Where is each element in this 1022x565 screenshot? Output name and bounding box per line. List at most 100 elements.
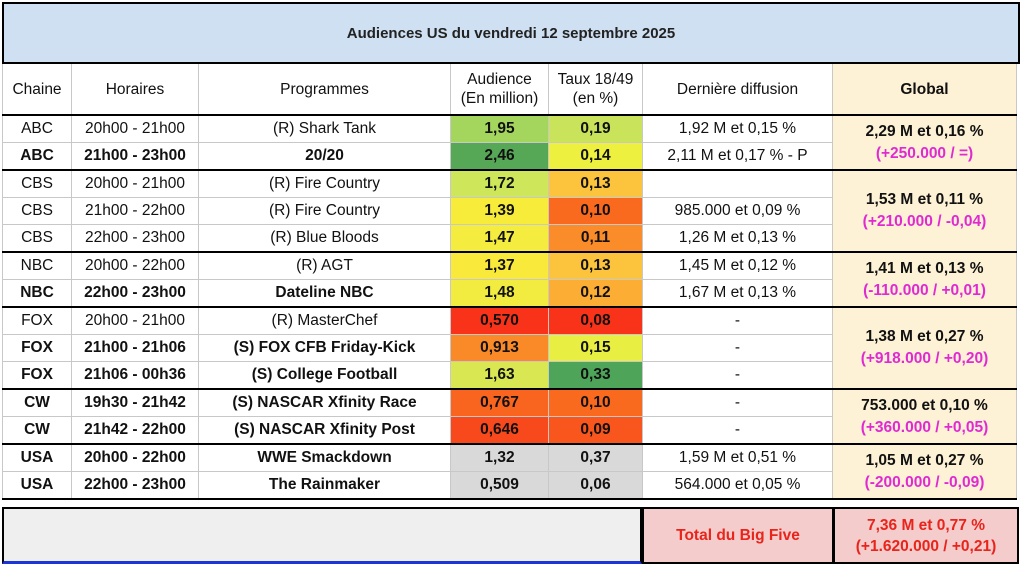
cell-rating: 0,08 — [548, 306, 643, 335]
global-change: (-110.000 / +0,01) — [863, 281, 986, 299]
cell-rating: 0,19 — [548, 114, 643, 143]
cell-rating: 0,06 — [548, 471, 643, 500]
header-program: Programmes — [198, 62, 451, 116]
cell-program: (S) NASCAR Xfinity Race — [198, 388, 451, 417]
cell-time: 21h00 - 23h00 — [71, 142, 199, 171]
cell-last-broadcast: - — [642, 306, 833, 335]
cell-time: 21h06 - 00h36 — [71, 361, 199, 390]
global-main: 1,38 M et 0,27 % — [865, 328, 984, 345]
cell-program: (R) Blue Bloods — [198, 224, 451, 253]
cell-program: (R) MasterChef — [198, 306, 451, 335]
cell-channel: USA — [2, 471, 72, 500]
cell-last-broadcast: 985.000 et 0,09 % — [642, 197, 833, 225]
cell-program: The Rainmaker — [198, 471, 451, 500]
global-main: 2,29 M et 0,16 % — [865, 122, 984, 140]
cell-time: 21h00 - 21h06 — [71, 334, 199, 362]
table-row: CW 21h42 - 22h00 (S) NASCAR Xfinity Post 0,… — [2, 416, 1017, 445]
table-row: ABC 20h00 - 21h00 (R) Shark Tank 1,95 0,19 1,… — [2, 114, 1017, 171]
footer-total-label: Total du Big Five — [642, 507, 834, 564]
cell-last-broadcast: 1,67 M et 0,13 % — [642, 279, 833, 308]
table-row: FOX 21h06 - 00h36 (S) College Football 1,63… — [2, 361, 1017, 390]
cell-channel: CBS — [2, 224, 72, 253]
cell-audience: 0,646 — [450, 416, 549, 445]
header-audience-line2: (En million) — [460, 90, 539, 107]
cell-rating: 0,15 — [548, 334, 643, 362]
table-row: USA 20h00 - 22h00 WWE Smackdown 1,32 0,37 1,5… — [2, 443, 1017, 500]
cell-time: 21h00 - 22h00 — [71, 197, 199, 225]
cell-rating: 0,12 — [548, 279, 643, 308]
cell-channel: CW — [2, 388, 72, 417]
cell-global: 1,38 M et 0,27 % (+918.000 / +0,20) — [832, 306, 1017, 390]
footer-total-global: 7,36 M et 0,77 % (+1.620.000 / +0,21) — [833, 507, 1019, 564]
cell-program: WWE Smackdown — [198, 443, 451, 472]
cell-channel: CBS — [2, 169, 72, 198]
cell-last-broadcast: - — [642, 416, 833, 445]
audience-table: Chaine Horaires Programmes Audience (En m… — [2, 62, 1017, 500]
footer-total-main: 7,36 M et 0,77 % — [866, 516, 986, 534]
cell-program: (S) College Football — [198, 361, 451, 390]
cell-audience: 1,37 — [450, 251, 549, 280]
global-change: (-200.000 / -0,09) — [864, 473, 985, 491]
header-rating-line2: (en %) — [572, 90, 619, 107]
global-main: 1,53 M et 0,11 % — [865, 191, 984, 208]
global-change: (+918.000 / +0,20) — [860, 350, 989, 367]
report-title: Audiences US du vendredi 12 septembre 20… — [2, 2, 1020, 64]
cell-global: 753.000 et 0,10 % (+360.000 / +0,05) — [832, 388, 1017, 445]
cell-channel: FOX — [2, 361, 72, 390]
cell-time: 19h30 - 21h42 — [71, 388, 199, 417]
header-audience: Audience (En million) — [450, 62, 549, 116]
cell-last-broadcast: 2,11 M et 0,17 % - P — [642, 142, 833, 171]
cell-program: Dateline NBC — [198, 279, 451, 308]
cell-audience: 1,95 — [450, 114, 549, 143]
table-row: NBC 22h00 - 23h00 Dateline NBC 1,48 0,12 1,67… — [2, 279, 1017, 308]
cell-audience: 0,913 — [450, 334, 549, 362]
cell-global: 1,53 M et 0,11 % (+210.000 / -0,04) — [832, 169, 1017, 253]
header-time: Horaires — [71, 62, 199, 116]
global-change: (+360.000 / +0,05) — [860, 418, 989, 436]
cell-audience: 1,39 — [450, 197, 549, 225]
cell-time: 22h00 - 23h00 — [71, 471, 199, 500]
cell-audience: 1,47 — [450, 224, 549, 253]
cell-time: 20h00 - 21h00 — [71, 306, 199, 335]
cell-last-broadcast: 564.000 et 0,05 % — [642, 471, 833, 500]
cell-audience: 0,509 — [450, 471, 549, 500]
footer-total-sub: (+1.620.000 / +0,21) — [855, 537, 997, 555]
cell-program: (R) Shark Tank — [198, 114, 451, 143]
header-audience-line1: Audience — [467, 71, 532, 88]
cell-time: 22h00 - 23h00 — [71, 279, 199, 308]
table-row: FOX 20h00 - 21h00 (R) MasterChef 0,570 0,08-… — [2, 306, 1017, 390]
cell-rating: 0,10 — [548, 197, 643, 225]
cell-last-broadcast: 1,92 M et 0,15 % — [642, 114, 833, 143]
cell-time: 22h00 - 23h00 — [71, 224, 199, 253]
cell-channel: USA — [2, 443, 72, 472]
header-last-broadcast: Dernière diffusion — [642, 62, 833, 116]
footer-empty-cell — [2, 507, 642, 564]
cell-rating: 0,10 — [548, 388, 643, 417]
cell-time: 20h00 - 22h00 — [71, 251, 199, 280]
cell-rating: 0,33 — [548, 361, 643, 390]
table-row: CBS 20h00 - 21h00 (R) Fire Country 1,72 0,13… — [2, 169, 1017, 253]
cell-last-broadcast — [642, 169, 833, 198]
global-change: (+250.000 / =) — [875, 144, 974, 162]
cell-channel: NBC — [2, 251, 72, 280]
table-row: NBC 20h00 - 22h00 (R) AGT 1,37 0,13 1,45 M et… — [2, 251, 1017, 308]
cell-rating: 0,37 — [548, 443, 643, 472]
cell-channel: FOX — [2, 306, 72, 335]
global-main: 1,41 M et 0,13 % — [865, 259, 984, 277]
cell-global: 1,05 M et 0,27 % (-200.000 / -0,09) — [832, 443, 1017, 500]
cell-channel: FOX — [2, 334, 72, 362]
cell-last-broadcast: 1,59 M et 0,51 % — [642, 443, 833, 472]
table-row: FOX 21h00 - 21h06 (S) FOX CFB Friday-Kick 0… — [2, 334, 1017, 362]
global-main: 753.000 et 0,10 % — [861, 396, 988, 414]
cell-audience: 1,72 — [450, 169, 549, 198]
cell-audience: 0,570 — [450, 306, 549, 335]
cell-time: 20h00 - 21h00 — [71, 169, 199, 198]
cell-last-broadcast: 1,45 M et 0,12 % — [642, 251, 833, 280]
cell-audience: 1,48 — [450, 279, 549, 308]
global-main: 1,05 M et 0,27 % — [865, 451, 984, 469]
cell-program: (R) Fire Country — [198, 197, 451, 225]
cell-rating: 0,13 — [548, 169, 643, 198]
header-row: Chaine Horaires Programmes Audience (En m… — [2, 62, 1017, 116]
table-row: USA 22h00 - 23h00 The Rainmaker 0,509 0,06 56… — [2, 471, 1017, 500]
table-row: CBS 22h00 - 23h00 (R) Blue Bloods 1,47 0,11 1… — [2, 224, 1017, 253]
